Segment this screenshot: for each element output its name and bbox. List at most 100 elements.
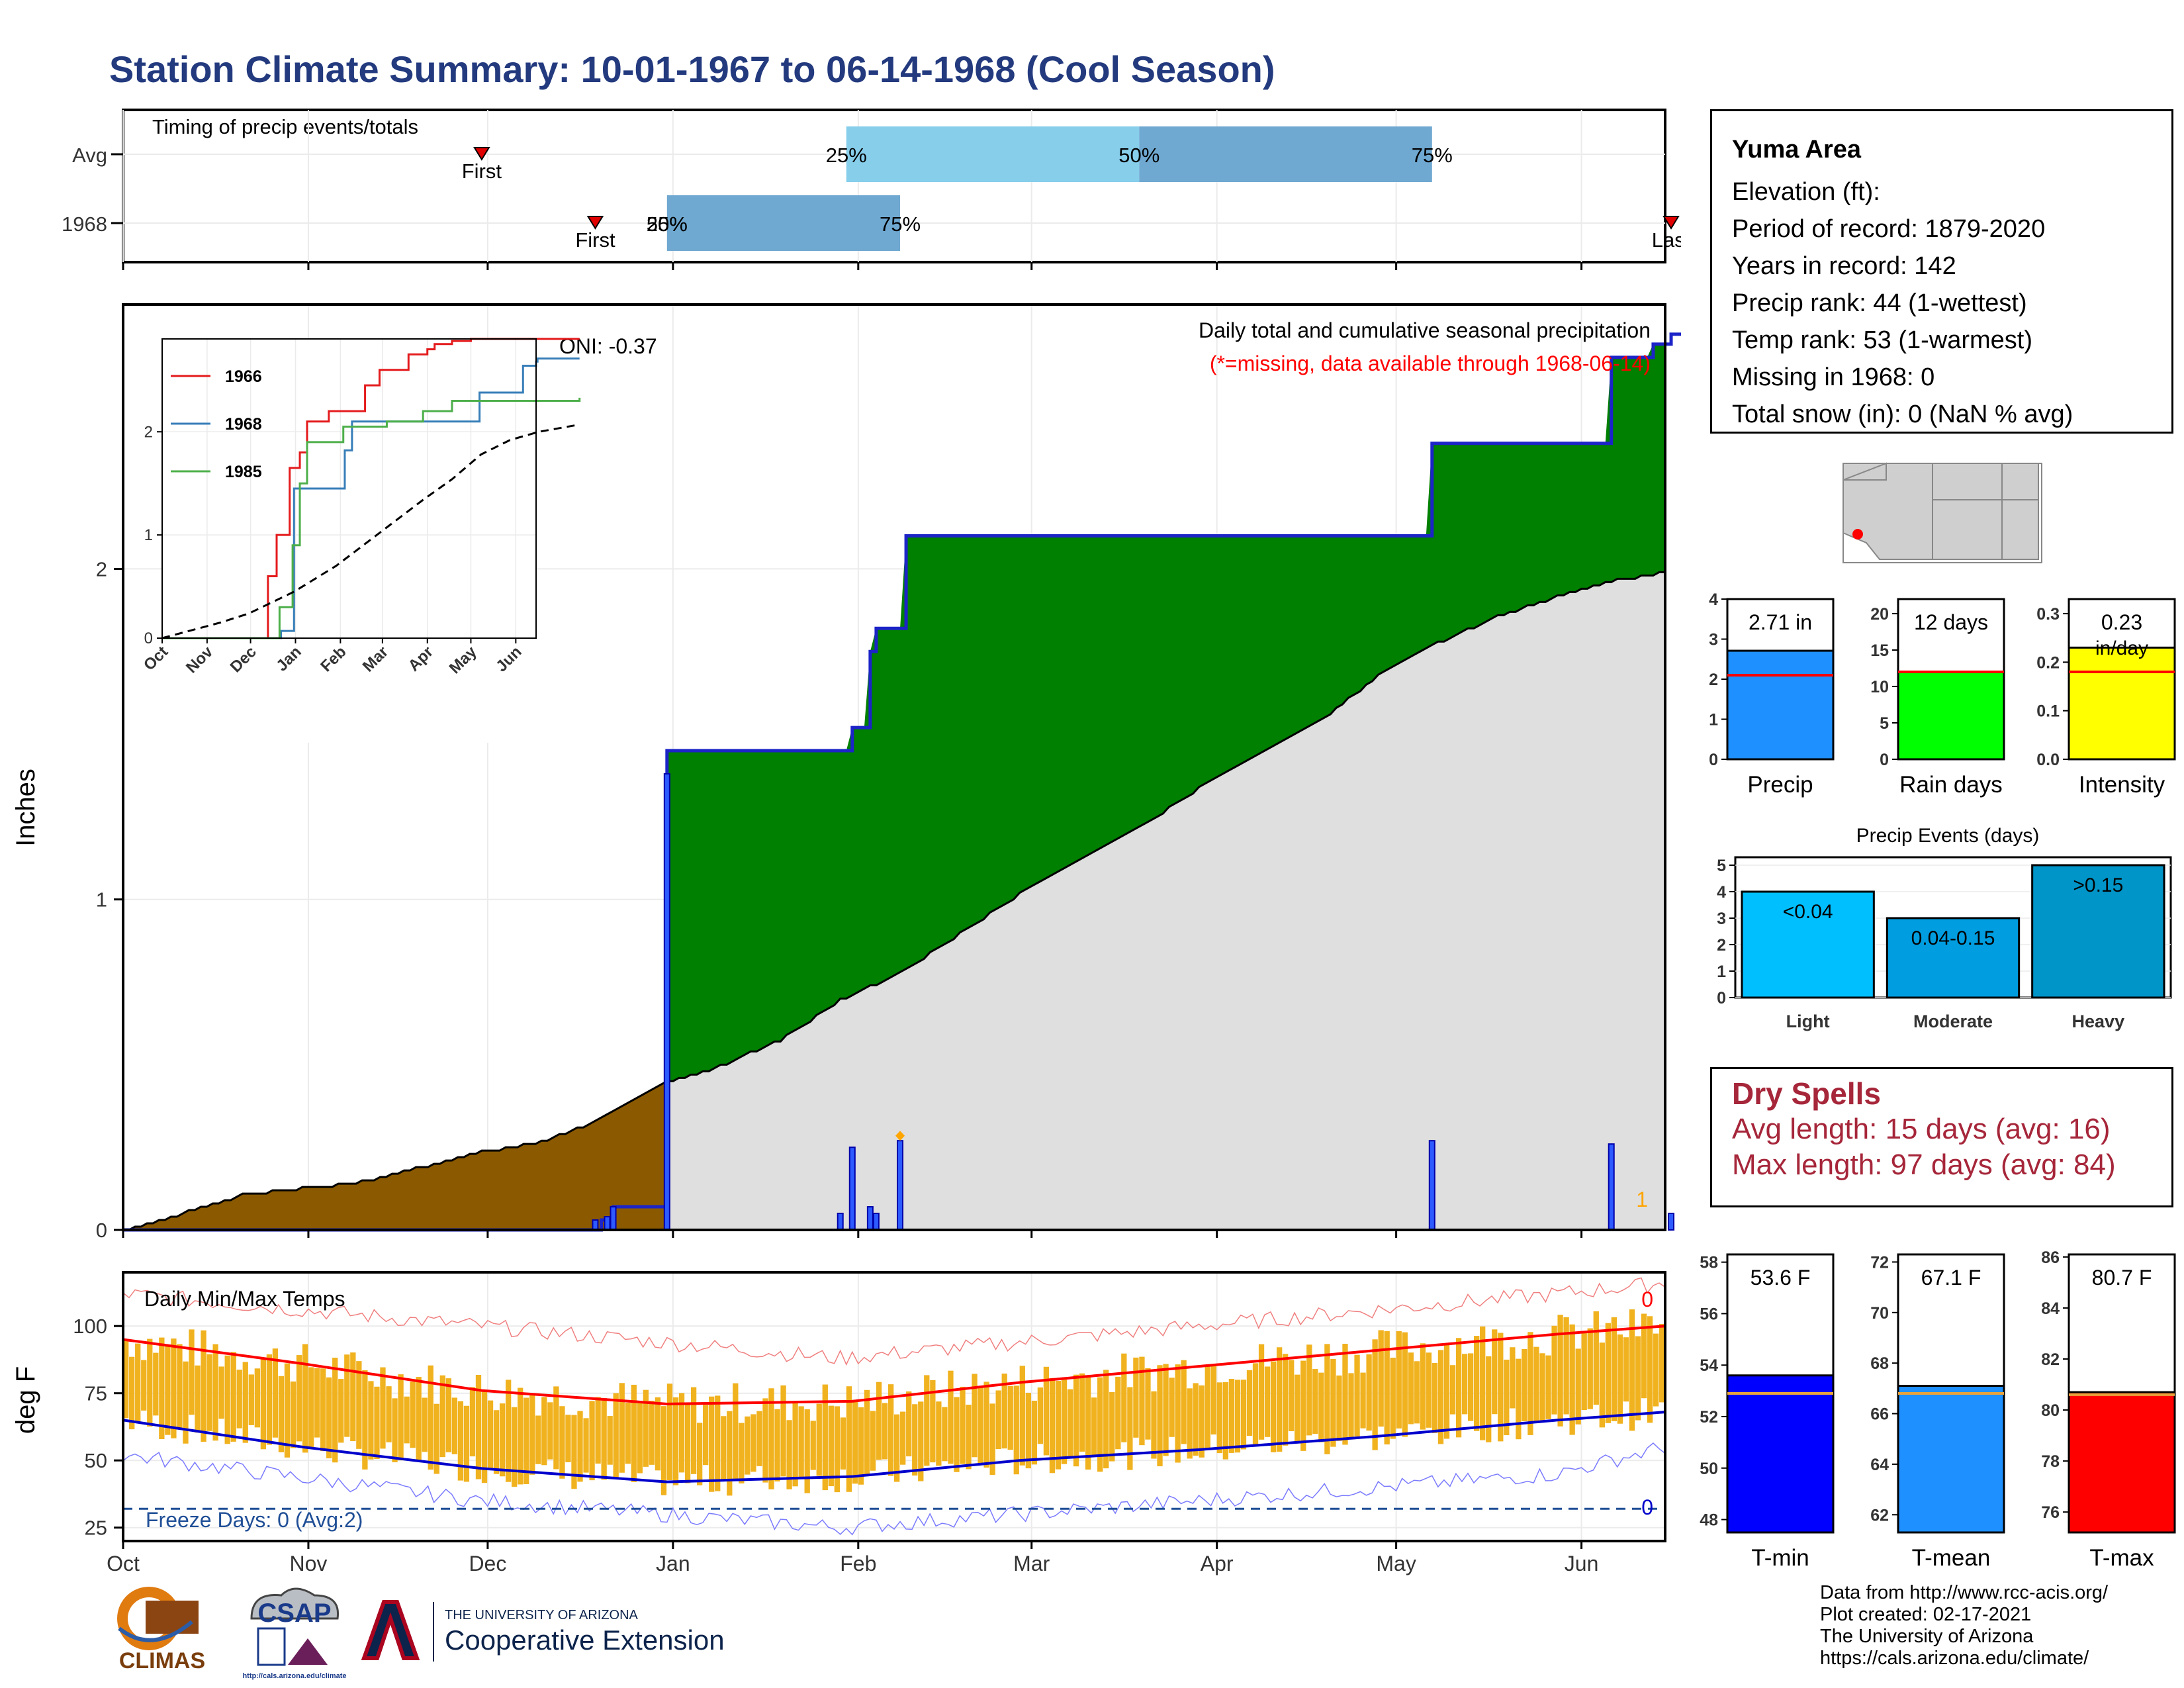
- daily-temp-bar: [1449, 1365, 1456, 1415]
- panel-t-mean-value-label: 67.1 F: [1921, 1266, 1981, 1289]
- daily-temp-bar: [1264, 1366, 1271, 1437]
- daily-temp-bar: [206, 1354, 212, 1431]
- daily-temp-bar: [1270, 1361, 1277, 1452]
- daily-temp-bar: [1486, 1356, 1492, 1442]
- daily-temp-bar: [733, 1383, 739, 1480]
- credit-university: The University of Arizona: [1820, 1626, 2034, 1647]
- daily-temp-bar: [1522, 1349, 1527, 1421]
- dry-spells-max: Max length: 97 days (avg: 84): [1732, 1149, 2116, 1181]
- daily-temp-bar: [1390, 1358, 1396, 1439]
- precip-y-tick-label: 1: [96, 888, 107, 912]
- daily-temp-bar: [864, 1389, 870, 1476]
- panel-intensity-label: Intensity: [2079, 772, 2165, 798]
- precip-title: Daily total and cumulative seasonal prec…: [1199, 318, 1651, 342]
- daily-precip-bar: [1668, 1213, 1675, 1231]
- daily-temp-bar: [559, 1406, 565, 1479]
- daily-temp-bar: [356, 1361, 362, 1449]
- panel-t-mean-y-tick-label: 66: [1870, 1405, 1889, 1424]
- daily-temp-bar: [1103, 1370, 1109, 1469]
- daily-temp-bar: [876, 1382, 882, 1460]
- record-max-line: [122, 1277, 1666, 1366]
- daily-temp-bar: [1360, 1372, 1366, 1429]
- daily-temp-bar: [1402, 1332, 1408, 1437]
- daily-temp-bar: [1067, 1389, 1073, 1457]
- daily-temp-bar: [1378, 1330, 1384, 1427]
- panel-t-min-y-tick-label: 52: [1700, 1408, 1718, 1427]
- daily-temp-bar: [1157, 1365, 1163, 1467]
- temp-x-tick-label: Jun: [1565, 1552, 1599, 1575]
- daily-temp-bar: [1300, 1360, 1306, 1451]
- daily-temp-bar: [1199, 1385, 1205, 1458]
- daily-temp-bar: [577, 1411, 583, 1482]
- temp-title: Daily Min/Max Temps: [144, 1287, 345, 1311]
- daily-temp-bar: [822, 1384, 828, 1491]
- daily-temp-bar: [428, 1365, 433, 1470]
- daily-temp-bar: [1408, 1352, 1414, 1425]
- daily-temp-bar: [619, 1383, 625, 1473]
- daily-temp-bar: [703, 1405, 709, 1466]
- daily-temp-bar: [887, 1384, 894, 1476]
- panel-t-max-y-tick-label: 82: [2041, 1350, 2060, 1369]
- timing-first-marker: [586, 216, 604, 230]
- daily-temp-bar: [1001, 1374, 1007, 1449]
- panel-precip-y-tick-label: 2: [1709, 671, 1718, 689]
- daily-temp-bar: [1210, 1364, 1216, 1435]
- panel-precip-y-tick-label: 3: [1709, 631, 1718, 649]
- daily-temp-bar: [960, 1386, 966, 1464]
- daily-temp-bar: [900, 1411, 906, 1465]
- daily-precip-bar: [610, 1206, 617, 1231]
- daily-temp-bar: [248, 1374, 254, 1425]
- daily-temp-bar: [756, 1411, 762, 1466]
- panel-t-mean-bar: [1897, 1385, 2005, 1534]
- daily-temp-bar: [672, 1397, 679, 1485]
- svg-text:CLIMAS: CLIMAS: [119, 1648, 205, 1673]
- temp-x-tick-label: Oct: [107, 1552, 140, 1575]
- panel-precip-y-tick-label: 4: [1709, 590, 1718, 609]
- daily-precip-bar: [1428, 1140, 1435, 1231]
- station-years: Years in record: 142: [1732, 252, 1956, 280]
- daily-temp-bar: [1539, 1353, 1545, 1422]
- daily-temp-bar: [439, 1375, 445, 1458]
- daily-temp-bar: [141, 1360, 147, 1411]
- daily-temp-bar: [983, 1382, 989, 1468]
- temp-y-tick-label: 75: [85, 1382, 107, 1405]
- inset-frame: [161, 338, 537, 639]
- temp-x-tick-label: May: [1376, 1552, 1416, 1575]
- daily-temp-bar: [518, 1387, 523, 1485]
- daily-temp-bar: [571, 1415, 577, 1489]
- daily-temp-bar: [804, 1409, 810, 1493]
- precip-ylabel: Inches: [11, 769, 40, 847]
- daily-temp-bar: [1384, 1331, 1390, 1445]
- daily-temp-bar: [1461, 1354, 1468, 1415]
- daily-temp-bar: [1055, 1381, 1062, 1470]
- daily-temp-bar: [721, 1416, 727, 1479]
- daily-temp-bar: [727, 1411, 733, 1496]
- events-y-tick-label: 3: [1717, 910, 1726, 928]
- daily-temp-bar: [1587, 1328, 1593, 1409]
- average-cumulative-line: [123, 571, 1665, 1231]
- timing-box-50-75: [1139, 126, 1432, 182]
- daily-temp-bar: [290, 1381, 296, 1448]
- record-high-count: 0: [1641, 1288, 1653, 1311]
- daily-temp-bar: [637, 1401, 643, 1474]
- events-y-tick-label: 5: [1717, 857, 1726, 875]
- daily-temp-bar: [1593, 1311, 1599, 1405]
- daily-temp-bar: [1283, 1354, 1289, 1446]
- precip-y-tick-label: 0: [96, 1219, 107, 1242]
- timing-p50-label: 50%: [1118, 144, 1160, 167]
- daily-temp-bar: [541, 1397, 547, 1466]
- daily-temp-bar: [1109, 1392, 1115, 1462]
- panel-precip-value-label: 2.71 in: [1749, 610, 1812, 634]
- temp-x-tick-label: Mar: [1013, 1552, 1050, 1575]
- daily-temp-bar: [834, 1406, 840, 1493]
- daily-temp-bar: [1019, 1366, 1025, 1466]
- daily-precip-bar: [663, 773, 670, 1231]
- precip-y-tick-label: 2: [96, 557, 107, 581]
- daily-temp-bar: [882, 1403, 888, 1460]
- events-y-tick-label: 1: [1717, 962, 1726, 981]
- daily-temp-bar: [1617, 1334, 1623, 1424]
- daily-temp-bar: [1455, 1338, 1462, 1438]
- panel-t-mean-y-tick-label: 64: [1870, 1456, 1889, 1474]
- above-average-area: [666, 344, 1665, 1082]
- panel-t-min-label: T-min: [1751, 1545, 1809, 1571]
